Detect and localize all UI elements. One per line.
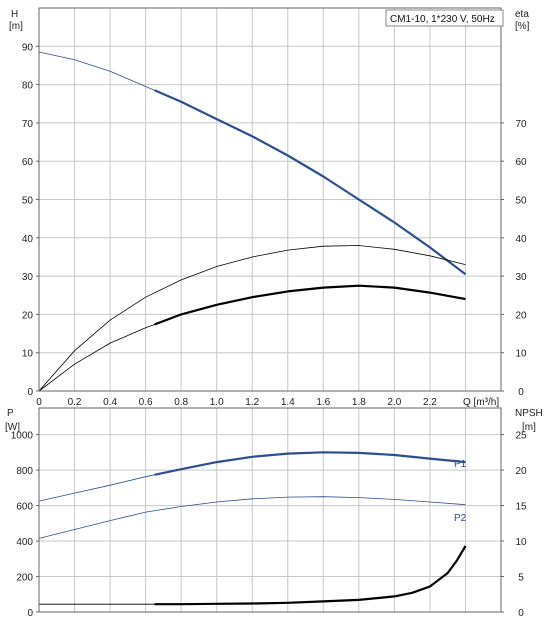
top-y2-tick-label: 40 [515, 234, 527, 245]
top-y-axis-title: H [11, 9, 18, 20]
top-y-tick-label: 70 [22, 119, 34, 130]
bottom-y2-tick-label: 15 [515, 502, 527, 513]
top-y2-tick-label: 50 [515, 196, 527, 207]
bottom-y2-tick-label: 5 [518, 573, 524, 584]
x-tick-label: 1.0 [210, 397, 224, 408]
top-y2-tick-label: 10 [515, 349, 527, 360]
bottom-y2-tick-label: 20 [515, 466, 527, 477]
series-label-p1: P1 [454, 459, 467, 470]
bottom-y-tick-label: 1000 [11, 431, 34, 442]
x-tick-label: 1.8 [352, 397, 366, 408]
top-y2-tick-label: 70 [515, 119, 527, 130]
top-series-head-thick [154, 89, 467, 276]
x-tick-label: 0.6 [139, 397, 153, 408]
top-y2-tick-label: 0 [518, 387, 524, 398]
top-series-eta-thick-thick [154, 284, 466, 326]
bottom-series-p1-thick [154, 451, 466, 476]
x-tick-label: 0.2 [68, 397, 82, 408]
bottom-y-axis-title: P [7, 408, 14, 419]
bottom-y-tick-label: 400 [16, 537, 33, 548]
top-y-tick-label: 30 [22, 272, 34, 283]
x-tick-label: 0.8 [174, 397, 188, 408]
top-y-tick-label: 80 [22, 81, 34, 92]
top-y-tick-label: 90 [22, 42, 34, 53]
series-label-p2: P2 [454, 513, 467, 524]
chart-title: CM1-10, 1*230 V, 50Hz [390, 14, 495, 25]
top-y-tick-label: 40 [22, 234, 34, 245]
plot-frames [36, 7, 504, 613]
bottom-y2-tick-label: 25 [515, 431, 527, 442]
top-y2-axis-title: eta [515, 9, 529, 20]
bottom-y-tick-label: 0 [27, 608, 33, 619]
x-tick-label: 0 [36, 397, 42, 408]
bottom-y2-tick-label: 0 [518, 608, 524, 619]
top-y-tick-label: 10 [22, 349, 34, 360]
x-tick-label: 1.6 [316, 397, 330, 408]
x-tick-label: 0.4 [103, 397, 117, 408]
top-y-tick-label: 60 [22, 157, 34, 168]
x-tick-label: 2.2 [423, 397, 437, 408]
bottom-plot-frame [38, 407, 502, 613]
chart-title-box: CM1-10, 1*230 V, 50Hz [385, 9, 504, 27]
top-series-eta-thin-thin [38, 245, 466, 392]
x-tick-label: 1.4 [281, 397, 295, 408]
bottom-series-p2-thin [38, 496, 466, 539]
series-lines [38, 51, 467, 606]
top-y-tick-label: 0 [27, 387, 33, 398]
top-y2-axis-unit: [%] [515, 21, 530, 32]
chart-title-frame [385, 9, 504, 27]
top-y2-tick-label: 30 [515, 272, 527, 283]
grid-lines [39, 8, 501, 612]
top-series-head-thin [38, 51, 155, 91]
bottom-y2-tick-label: 10 [515, 537, 527, 548]
bottom-y2-axis-unit: [m] [522, 422, 536, 433]
bottom-series-npsh-thick [154, 545, 467, 606]
top-y-tick-label: 20 [22, 310, 34, 321]
bottom-plot-area [39, 408, 501, 612]
bottom-y2-axis-title: NPSH [515, 408, 543, 419]
bottom-y-tick-label: 800 [16, 466, 33, 477]
top-y-tick-label: 50 [22, 196, 34, 207]
top-series-eta-thick-thin [38, 324, 155, 392]
top-y2-tick-label: 20 [515, 310, 527, 321]
top-y-axis-unit: [m] [9, 21, 23, 32]
x-tick-label: 2.0 [387, 397, 401, 408]
tick-labels: 0 0.2 0.4 0.6 0.8 1.0 1.2 1.4 1.6 1.8 2.0 2.2 0 10 20 3… [11, 42, 527, 619]
bottom-y-tick-label: 200 [16, 573, 33, 584]
x-axis-title: Q [m³/h] [463, 397, 499, 408]
bottom-series-p1-thin [38, 474, 155, 502]
x-tick-label: 1.2 [245, 397, 259, 408]
bottom-y-axis-unit: [W] [5, 422, 20, 433]
bottom-y-tick-label: 600 [16, 502, 33, 513]
top-y2-tick-label: 60 [515, 157, 527, 168]
